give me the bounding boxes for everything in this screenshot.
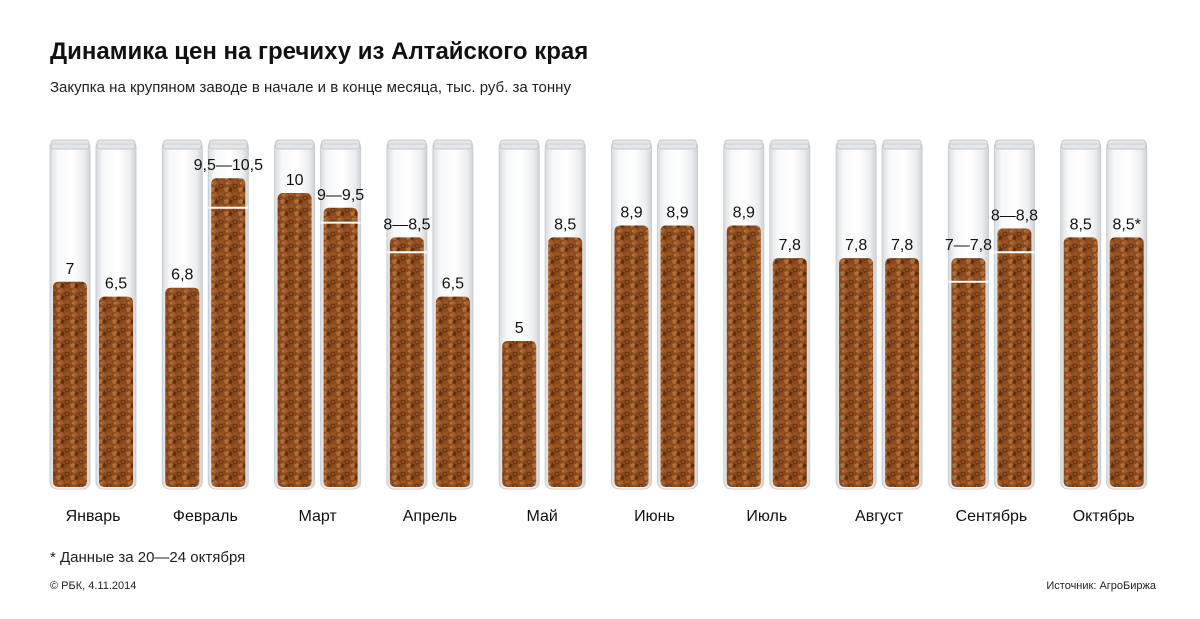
- bar-end-10: [1109, 237, 1144, 487]
- month-label: Август: [855, 508, 904, 525]
- tube-start-3: [274, 139, 316, 490]
- tube-end-1: [95, 139, 137, 490]
- tube-start-8: [835, 139, 877, 490]
- data-label: 8,5: [554, 216, 576, 233]
- chart-subtitle: Закупка на крупяном заводе в начале и в …: [50, 79, 571, 96]
- tube-start-5: [498, 139, 540, 490]
- bar-start-3: [277, 193, 312, 487]
- bar-end-6: [660, 225, 695, 487]
- bar-start-7: [726, 225, 761, 487]
- bar-end-3: [323, 207, 358, 488]
- month-label: Июль: [746, 508, 787, 525]
- tube-end-7: [769, 139, 811, 490]
- bar-start-9: [951, 258, 986, 487]
- bar-start-4: [389, 237, 424, 487]
- tube-start-6: [611, 139, 652, 490]
- month-label: Октябрь: [1073, 508, 1135, 525]
- month-label: Апрель: [403, 508, 457, 525]
- data-label: 6,5: [105, 276, 127, 293]
- month-label: Май: [527, 508, 558, 525]
- tube-end-4: [432, 139, 474, 490]
- data-label: 8,9: [733, 205, 755, 222]
- data-label: 8,5*: [1112, 216, 1140, 233]
- bar-end-5: [548, 237, 583, 487]
- data-label: 7—7,8: [945, 237, 992, 254]
- bar-end-7: [772, 258, 807, 487]
- bar-start-5: [502, 341, 537, 487]
- tube-start-9: [947, 139, 989, 490]
- tube-start-7: [723, 139, 765, 490]
- bar-end-2: [211, 178, 246, 487]
- data-label: 9—9,5: [317, 187, 364, 204]
- bar-end-4: [435, 296, 470, 487]
- bar-start-6: [614, 225, 649, 487]
- footnote: * Данные за 20—24 октября: [50, 549, 246, 566]
- bar-end-8: [885, 258, 920, 487]
- tube-start-2: [161, 139, 203, 490]
- month-label: Январь: [66, 508, 121, 525]
- data-label: 9,5—10,5: [194, 157, 263, 174]
- credit: © РБК, 4.11.2014: [50, 580, 137, 592]
- data-label: 8,9: [620, 205, 642, 222]
- bar-start-8: [839, 258, 874, 487]
- data-label: 10: [286, 172, 304, 189]
- month-label: Март: [298, 508, 337, 525]
- tube-start-10: [1060, 139, 1102, 490]
- source: Источник: АгроБиржа: [1046, 580, 1156, 592]
- data-label: 7,8: [779, 237, 801, 254]
- data-label: 7: [66, 261, 75, 278]
- data-label: 8—8,8: [991, 208, 1038, 225]
- bar-end-9: [997, 228, 1032, 487]
- tube-start-4: [386, 139, 428, 490]
- bar-start-10: [1063, 237, 1098, 487]
- tube-end-10: [1106, 139, 1148, 490]
- month-label: Сентябрь: [956, 508, 1028, 525]
- chart-title: Динамика цен на гречиху из Алтайского кр…: [50, 38, 589, 65]
- tube-end-6: [657, 139, 698, 490]
- data-label: 7,8: [891, 237, 913, 254]
- data-label: 6,5: [442, 276, 464, 293]
- tube-end-5: [544, 139, 586, 490]
- data-label: 8—8,5: [383, 216, 430, 233]
- data-label: 6,8: [171, 267, 193, 284]
- tube-end-2: [207, 139, 249, 490]
- tube-start-1: [49, 139, 91, 490]
- data-label: 5: [515, 320, 524, 337]
- data-label: 8,5: [1070, 216, 1092, 233]
- data-label: 8,9: [666, 205, 688, 222]
- bar-start-2: [165, 287, 200, 487]
- data-label: 7,8: [845, 237, 867, 254]
- tube-end-3: [320, 139, 362, 490]
- bar-end-1: [99, 296, 133, 487]
- bar-start-1: [53, 281, 87, 487]
- month-label: Февраль: [173, 508, 238, 525]
- tube-end-8: [881, 139, 923, 490]
- month-label: Июнь: [634, 508, 675, 525]
- tube-end-9: [993, 139, 1035, 490]
